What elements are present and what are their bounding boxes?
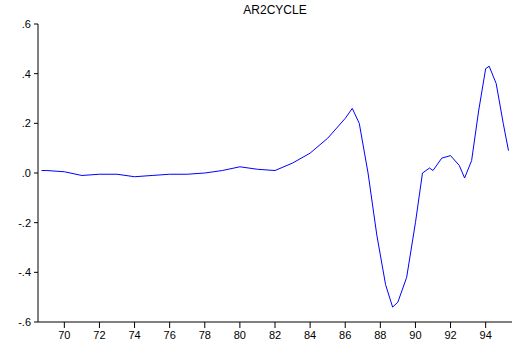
y-tick-label: .4: [22, 68, 31, 80]
x-tick-label: 74: [128, 329, 140, 341]
y-tick-label: -.2: [18, 217, 31, 229]
y-tick: [34, 272, 38, 273]
y-tick-label: .0: [22, 167, 31, 179]
y-tick-label: -.6: [18, 316, 31, 328]
plot-area: [42, 66, 509, 307]
y-tick: [34, 24, 38, 25]
y-tick: [34, 123, 38, 124]
chart: AR2CYCLE -.6 -.4 -.2 .0 .2 .4 .6 70 72 74 76 78 80 82 8…: [0, 0, 518, 349]
x-tick-label: 82: [269, 329, 281, 341]
x-tick-label: 72: [93, 329, 105, 341]
x-tick-label: 78: [199, 329, 211, 341]
y-tick: [34, 73, 38, 74]
x-tick: [415, 322, 416, 328]
x-tick: [99, 322, 100, 328]
x-tick: [134, 322, 135, 328]
x-tick-label: 76: [164, 329, 176, 341]
x-tick-label: 94: [480, 329, 492, 341]
x-tick: [485, 322, 486, 328]
x-tick-label: 88: [374, 329, 386, 341]
x-tick-label: 90: [409, 329, 421, 341]
x-tick: [275, 322, 276, 328]
x-tick: [239, 322, 240, 328]
x-tick-label: 80: [234, 329, 246, 341]
y-tick-label: .6: [22, 18, 31, 30]
x-tick: [310, 322, 311, 328]
y-tick-label: .2: [22, 117, 31, 129]
series-line: [42, 66, 509, 307]
y-tick: [34, 222, 38, 223]
x-tick-label: 92: [444, 329, 456, 341]
x-tick: [450, 322, 451, 328]
title: AR2CYCLE: [243, 3, 306, 17]
x-tick: [64, 322, 65, 328]
y-tick-label: -.4: [18, 266, 31, 278]
x-tick-label: 84: [304, 329, 316, 341]
x-tick: [169, 322, 170, 328]
y-tick: [34, 173, 38, 174]
x-tick: [380, 322, 381, 328]
x-tick: [204, 322, 205, 328]
x-tick-label: 70: [58, 329, 70, 341]
x-tick: [345, 322, 346, 328]
y-tick: [34, 322, 38, 323]
x-tick-label: 86: [339, 329, 351, 341]
